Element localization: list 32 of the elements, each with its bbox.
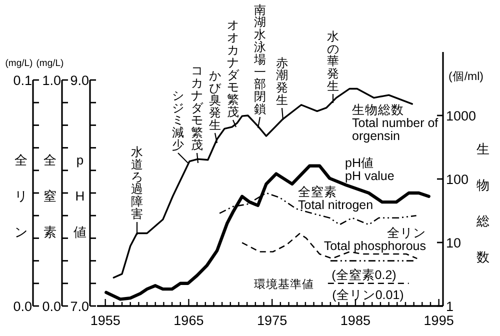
y-tick-label: 9.0 [70,73,89,88]
y2-tick-label: 10 [446,236,462,250]
annotation: 環境基準値 [254,277,314,291]
text: 生物総数 [476,142,490,264]
y2-tick-label: 1000 [446,108,476,124]
x-tick-label: 1955 [90,313,120,328]
x-tick-label: 1995 [424,313,454,328]
y2-tick-label: 1 [446,299,454,314]
annotation: 水道ろ過障害 [131,145,143,221]
text: (mg/L) [5,58,33,69]
text: pH値 [74,152,86,240]
y2-tick-label: 100 [446,172,469,187]
y-tick-label: 7.0 [70,299,89,314]
x-tick-label: 1975 [257,313,288,328]
text: 全窒素 [44,152,56,240]
y3-tick-label: 0.0 [42,299,61,314]
series-label: 全リン Total phosphorous [324,226,426,253]
x-tick-label: 1965 [174,313,204,328]
annotation: コカナダモ繁茂 [191,64,204,152]
series-label: pH値 pH value [345,156,394,183]
y3-tick-label: 1.0 [42,73,61,88]
legend-label: 生物総数 Total number of orgensin [352,103,439,143]
text: 全リン [14,152,28,240]
annotation: かび臭発生 [209,68,222,132]
annotation: シジミ減少 [172,88,184,152]
text: (mg/L) [36,58,64,69]
series-label: 全窒素 Total nitrogen [298,184,374,212]
y-tick-label: 0.1 [13,73,32,88]
text: (個/ml) [448,70,484,83]
x-tick-label: 1985 [340,313,370,328]
annotation: 赤潮発生 [276,56,288,107]
series-label: (全窒素0.2) [332,267,396,282]
